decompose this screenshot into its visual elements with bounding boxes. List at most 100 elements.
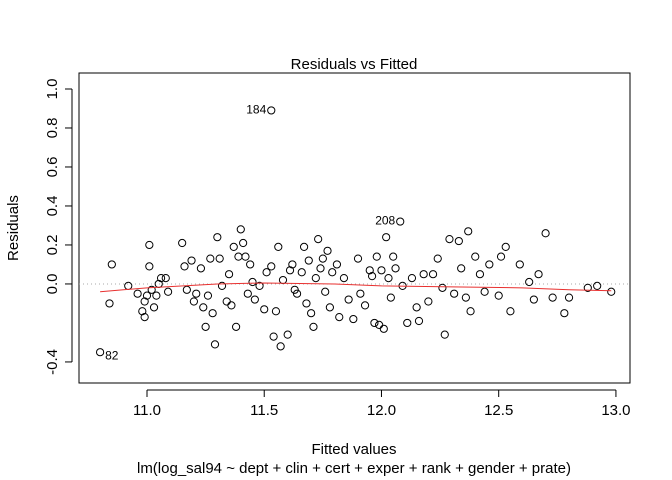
point (302, 299, 311, 308)
point (161, 274, 170, 283)
point (454, 236, 463, 246)
point (213, 233, 222, 242)
point (548, 293, 557, 302)
point (450, 289, 459, 298)
point (210, 340, 220, 349)
point (367, 272, 377, 281)
point (396, 217, 405, 226)
point (105, 299, 114, 308)
point (412, 303, 421, 312)
point (466, 307, 475, 316)
point (180, 262, 189, 271)
point (224, 270, 234, 279)
point (199, 303, 208, 312)
point (248, 277, 257, 287)
point (267, 262, 276, 271)
point (196, 264, 206, 273)
point (208, 309, 217, 318)
point (255, 281, 264, 291)
point (192, 289, 201, 298)
point (283, 330, 292, 339)
point (187, 256, 196, 265)
point (433, 254, 442, 263)
point (189, 297, 198, 306)
point (414, 316, 424, 326)
point (222, 297, 231, 306)
y-tick-label: 0.4 (44, 196, 61, 217)
point (564, 293, 574, 302)
point (419, 270, 428, 279)
point-label: 208 (375, 214, 395, 228)
point (583, 283, 592, 292)
point (365, 266, 374, 275)
y-tick-label: 1.0 (44, 79, 61, 100)
point (321, 287, 330, 296)
point (375, 320, 384, 329)
point (307, 309, 316, 318)
point (274, 242, 283, 252)
x-tick-label: 11.0 (133, 402, 161, 419)
point (217, 281, 227, 291)
point (206, 254, 215, 263)
point (243, 289, 252, 298)
point (480, 287, 489, 296)
point (124, 281, 133, 291)
point (250, 295, 259, 304)
y-tick-label: 0.2 (44, 235, 61, 256)
point (438, 283, 447, 292)
point (403, 318, 412, 328)
point (379, 324, 388, 333)
point (314, 235, 323, 244)
point (560, 309, 569, 318)
point (360, 301, 370, 310)
point (304, 256, 313, 265)
point (475, 270, 485, 279)
subtitle: lm(log_sal94 ~ dept + clin + cert + expe… (137, 460, 571, 477)
point (339, 274, 349, 283)
x-tick-label: 12.0 (367, 402, 396, 419)
point (593, 281, 602, 291)
point (142, 291, 152, 300)
point (203, 291, 213, 300)
point (182, 285, 191, 294)
point (271, 307, 281, 316)
point (389, 252, 398, 261)
point (323, 246, 332, 255)
point (525, 277, 534, 287)
point (391, 264, 400, 273)
point (529, 295, 538, 304)
point (292, 289, 302, 298)
point (461, 293, 470, 302)
point (107, 260, 116, 269)
point-label: 82 (105, 348, 119, 362)
point (178, 238, 187, 248)
point (234, 252, 243, 261)
point (496, 252, 506, 261)
y-tick-label: 0.6 (44, 157, 61, 178)
plot-frame (78, 72, 631, 384)
point (335, 313, 344, 322)
point (96, 348, 105, 357)
point (349, 314, 358, 324)
point (147, 285, 156, 294)
point (332, 260, 342, 269)
smooth-line (100, 282, 612, 293)
point (440, 330, 449, 339)
point (140, 297, 149, 306)
point (382, 233, 391, 242)
point (239, 238, 248, 248)
point (288, 260, 297, 269)
x-tick-label: 13.0 (601, 402, 630, 419)
y-axis-label: Residuals (5, 195, 22, 261)
point (231, 322, 241, 331)
point (278, 275, 288, 285)
point (506, 307, 515, 316)
point (140, 313, 149, 322)
point (267, 106, 276, 115)
point (372, 252, 381, 261)
point (246, 260, 255, 269)
point (227, 301, 236, 310)
y-tick-label: 0.8 (44, 118, 61, 139)
point (201, 322, 210, 331)
